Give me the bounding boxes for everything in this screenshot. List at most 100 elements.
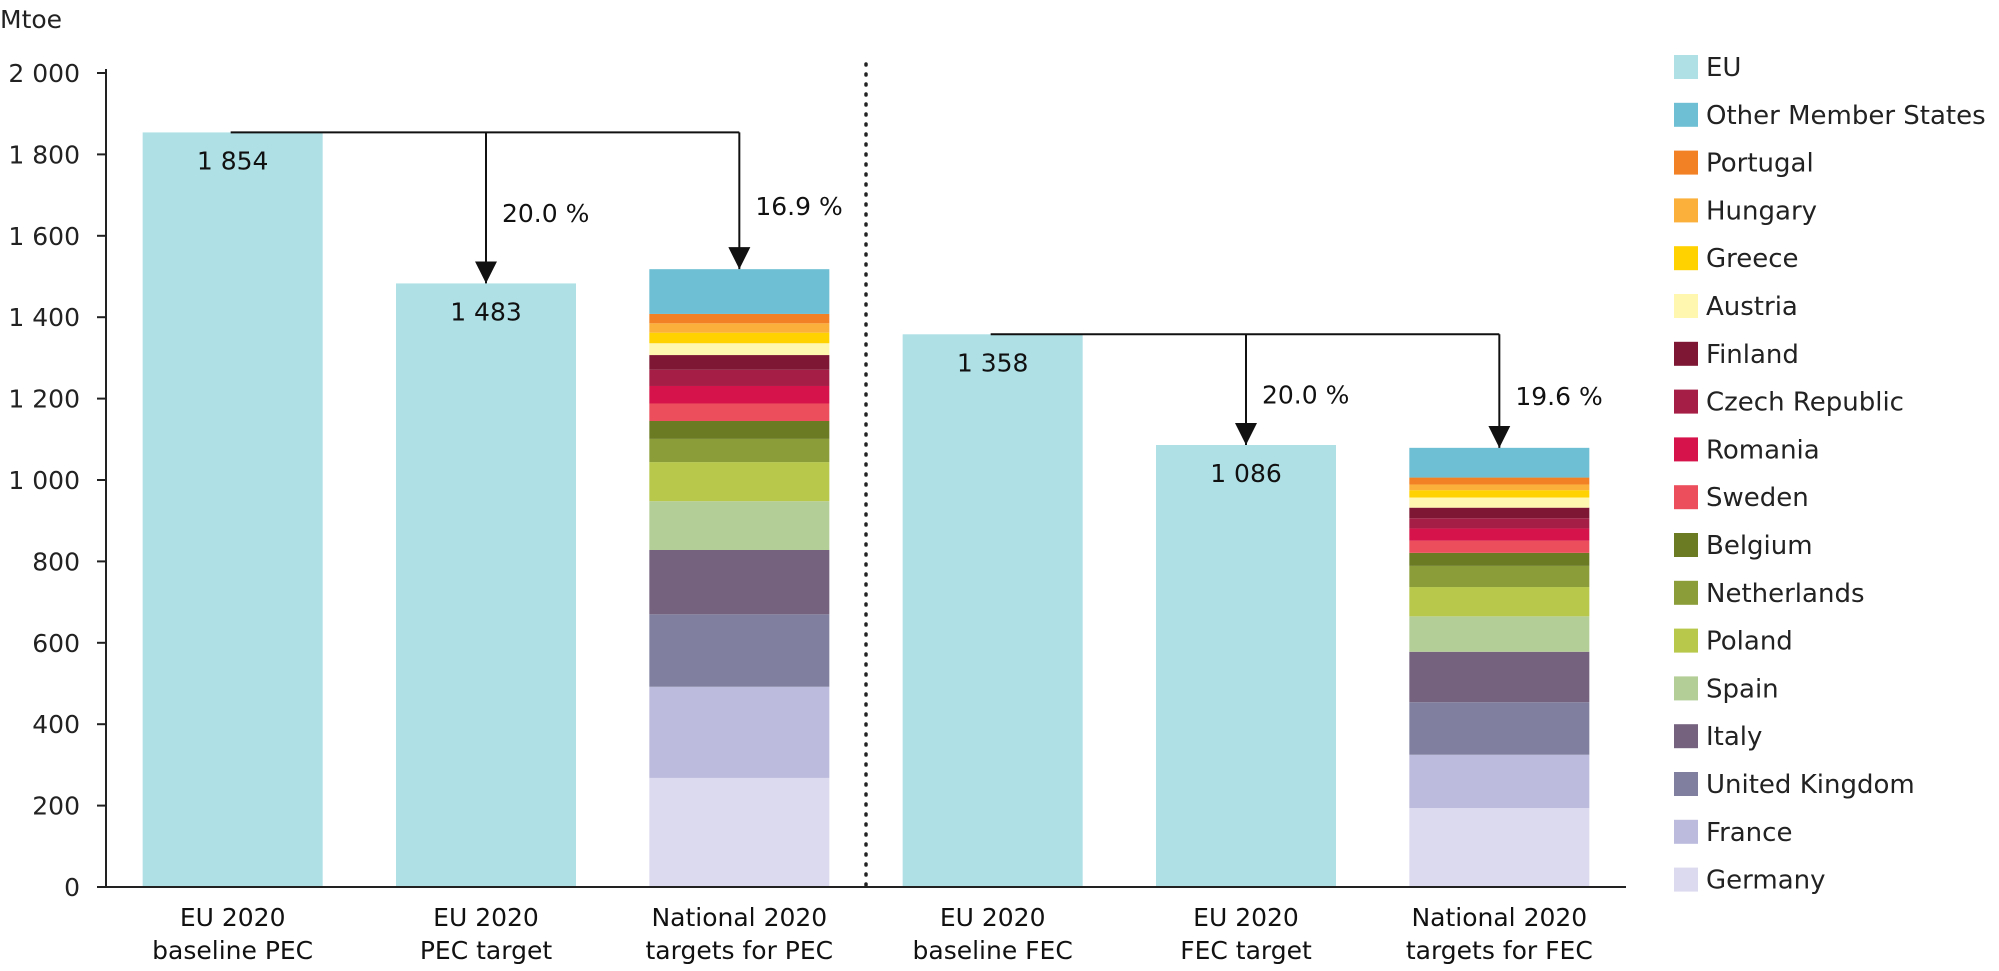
legend-swatch (1674, 580, 1698, 605)
segment-hungary (1409, 484, 1590, 491)
segment-france (649, 686, 830, 778)
legend-swatch (1674, 294, 1698, 318)
segment-other-member-states (1409, 447, 1590, 478)
legend-label: EU (1706, 53, 1741, 83)
segment-poland (649, 462, 830, 502)
bar-value-label: 1 854 (197, 146, 269, 175)
segment-germany (649, 777, 830, 887)
legend-label: Italy (1706, 722, 1762, 752)
legend-label: Spain (1706, 674, 1779, 704)
legend-swatch (1674, 150, 1698, 175)
legend-label: Austria (1706, 292, 1798, 322)
y-tick-label: 200 (32, 792, 80, 821)
legend-label: Belgium (1706, 531, 1813, 561)
bar-value-label: 1 483 (450, 297, 522, 326)
segment-austria (649, 343, 830, 356)
x-tick-label: targets for PEC (646, 936, 834, 965)
x-tick-label: baseline PEC (152, 936, 313, 965)
y-tick-label: 2 000 (8, 59, 80, 88)
x-tick-label: EU 2020 (433, 903, 539, 932)
legend-label: Netherlands (1706, 579, 1865, 609)
x-tick-label: EU 2020 (180, 903, 286, 932)
annotation-percent-label: 20.0 % (1262, 381, 1349, 410)
segment-sweden (649, 403, 830, 421)
bar-eu (1156, 444, 1336, 887)
segment-finland (649, 355, 830, 370)
legend-label: Sweden (1706, 483, 1809, 513)
segment-spain (649, 501, 830, 551)
legend-label: Hungary (1706, 196, 1817, 226)
legend-label: Romania (1706, 435, 1820, 465)
legend-label: France (1706, 818, 1792, 848)
segment-italy (1409, 651, 1590, 703)
legend-swatch (1674, 676, 1698, 701)
y-tick-label: 1 200 (8, 385, 80, 414)
bar-eu (396, 283, 576, 887)
legend: EU Other Member States Portugal Hungary Gree… (1674, 53, 1986, 896)
segment-spain (1409, 616, 1590, 652)
x-tick-label: FEC target (1180, 936, 1312, 965)
legend-swatch (1674, 724, 1698, 749)
legend-label: Czech Republic (1706, 388, 1904, 418)
legend-swatch (1674, 772, 1698, 796)
x-tick-label: National 2020 (1411, 903, 1587, 932)
annotation-percent-label: 19.6 % (1515, 382, 1602, 411)
segment-italy (649, 550, 830, 615)
y-axis-label: Mtoe (0, 5, 62, 34)
bars: 1 854 1 483 1 358 1 086 (142, 132, 1590, 887)
y-tick-label: 400 (32, 710, 80, 739)
segment-united-kingdom (1409, 702, 1590, 755)
legend-swatch (1674, 533, 1698, 557)
legend-swatch (1674, 437, 1698, 462)
legend-label: Germany (1706, 866, 1826, 896)
segment-netherlands (1409, 565, 1590, 588)
legend-swatch (1674, 55, 1698, 79)
x-tick-label: PEC target (420, 936, 552, 965)
bar-value-label: 1 086 (1210, 459, 1282, 488)
legend-swatch (1674, 102, 1698, 127)
y-tick-label: 800 (32, 547, 80, 576)
legend-swatch (1674, 246, 1698, 271)
x-axis: EU 2020 baseline PEC EU 2020 PEC target Nati… (106, 62, 1626, 965)
annotation-percent-label: 20.0 % (502, 199, 589, 228)
segment-czech-republic (649, 369, 830, 386)
y-axis: 0 200 400 600 800 1 000 1 200 1 400 1 600 1 800 2 … (8, 59, 107, 902)
legend-swatch (1674, 485, 1698, 510)
legend-swatch (1674, 389, 1698, 414)
x-tick-label: EU 2020 (940, 903, 1046, 932)
x-tick-label: EU 2020 (1193, 903, 1299, 932)
legend-label: Other Member States (1706, 101, 1986, 131)
segment-romania (649, 385, 830, 404)
segment-united-kingdom (649, 614, 830, 687)
segment-greece (649, 332, 830, 344)
segment-portugal (649, 313, 830, 324)
y-tick-label: 1 800 (8, 140, 80, 169)
segment-hungary (649, 323, 830, 333)
segment-france (1409, 754, 1590, 809)
y-tick-label: 1 000 (8, 466, 80, 495)
segment-germany (1409, 808, 1590, 887)
y-tick-label: 600 (32, 629, 80, 658)
legend-label: Portugal (1706, 149, 1814, 179)
legend-swatch (1674, 628, 1698, 653)
legend-swatch (1674, 341, 1698, 366)
legend-label: Poland (1706, 627, 1793, 657)
segment-netherlands (649, 438, 830, 463)
segment-sweden (1409, 540, 1590, 553)
legend-swatch (1674, 867, 1698, 892)
bar-eu (142, 132, 323, 887)
bar-value-label: 1 358 (957, 348, 1029, 377)
segment-czech-republic (1409, 518, 1590, 529)
y-tick-label: 1 400 (8, 303, 80, 332)
segment-belgium (1409, 552, 1590, 566)
x-tick-label: targets for FEC (1406, 936, 1593, 965)
y-tick-label: 0 (64, 873, 80, 902)
legend-label: Greece (1706, 244, 1799, 274)
segment-poland (1409, 587, 1590, 617)
segment-portugal (1409, 477, 1590, 485)
segment-belgium (649, 420, 830, 439)
segment-romania (1409, 528, 1590, 541)
annotation-percent-label: 16.9 % (755, 192, 842, 221)
legend-label: United Kingdom (1706, 770, 1915, 800)
